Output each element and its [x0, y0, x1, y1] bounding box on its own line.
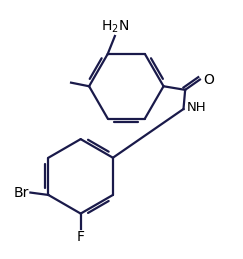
Text: F: F	[77, 231, 85, 244]
Text: Br: Br	[14, 185, 29, 199]
Text: H$_2$N: H$_2$N	[101, 18, 129, 35]
Text: O: O	[203, 73, 214, 87]
Text: NH: NH	[186, 101, 206, 114]
